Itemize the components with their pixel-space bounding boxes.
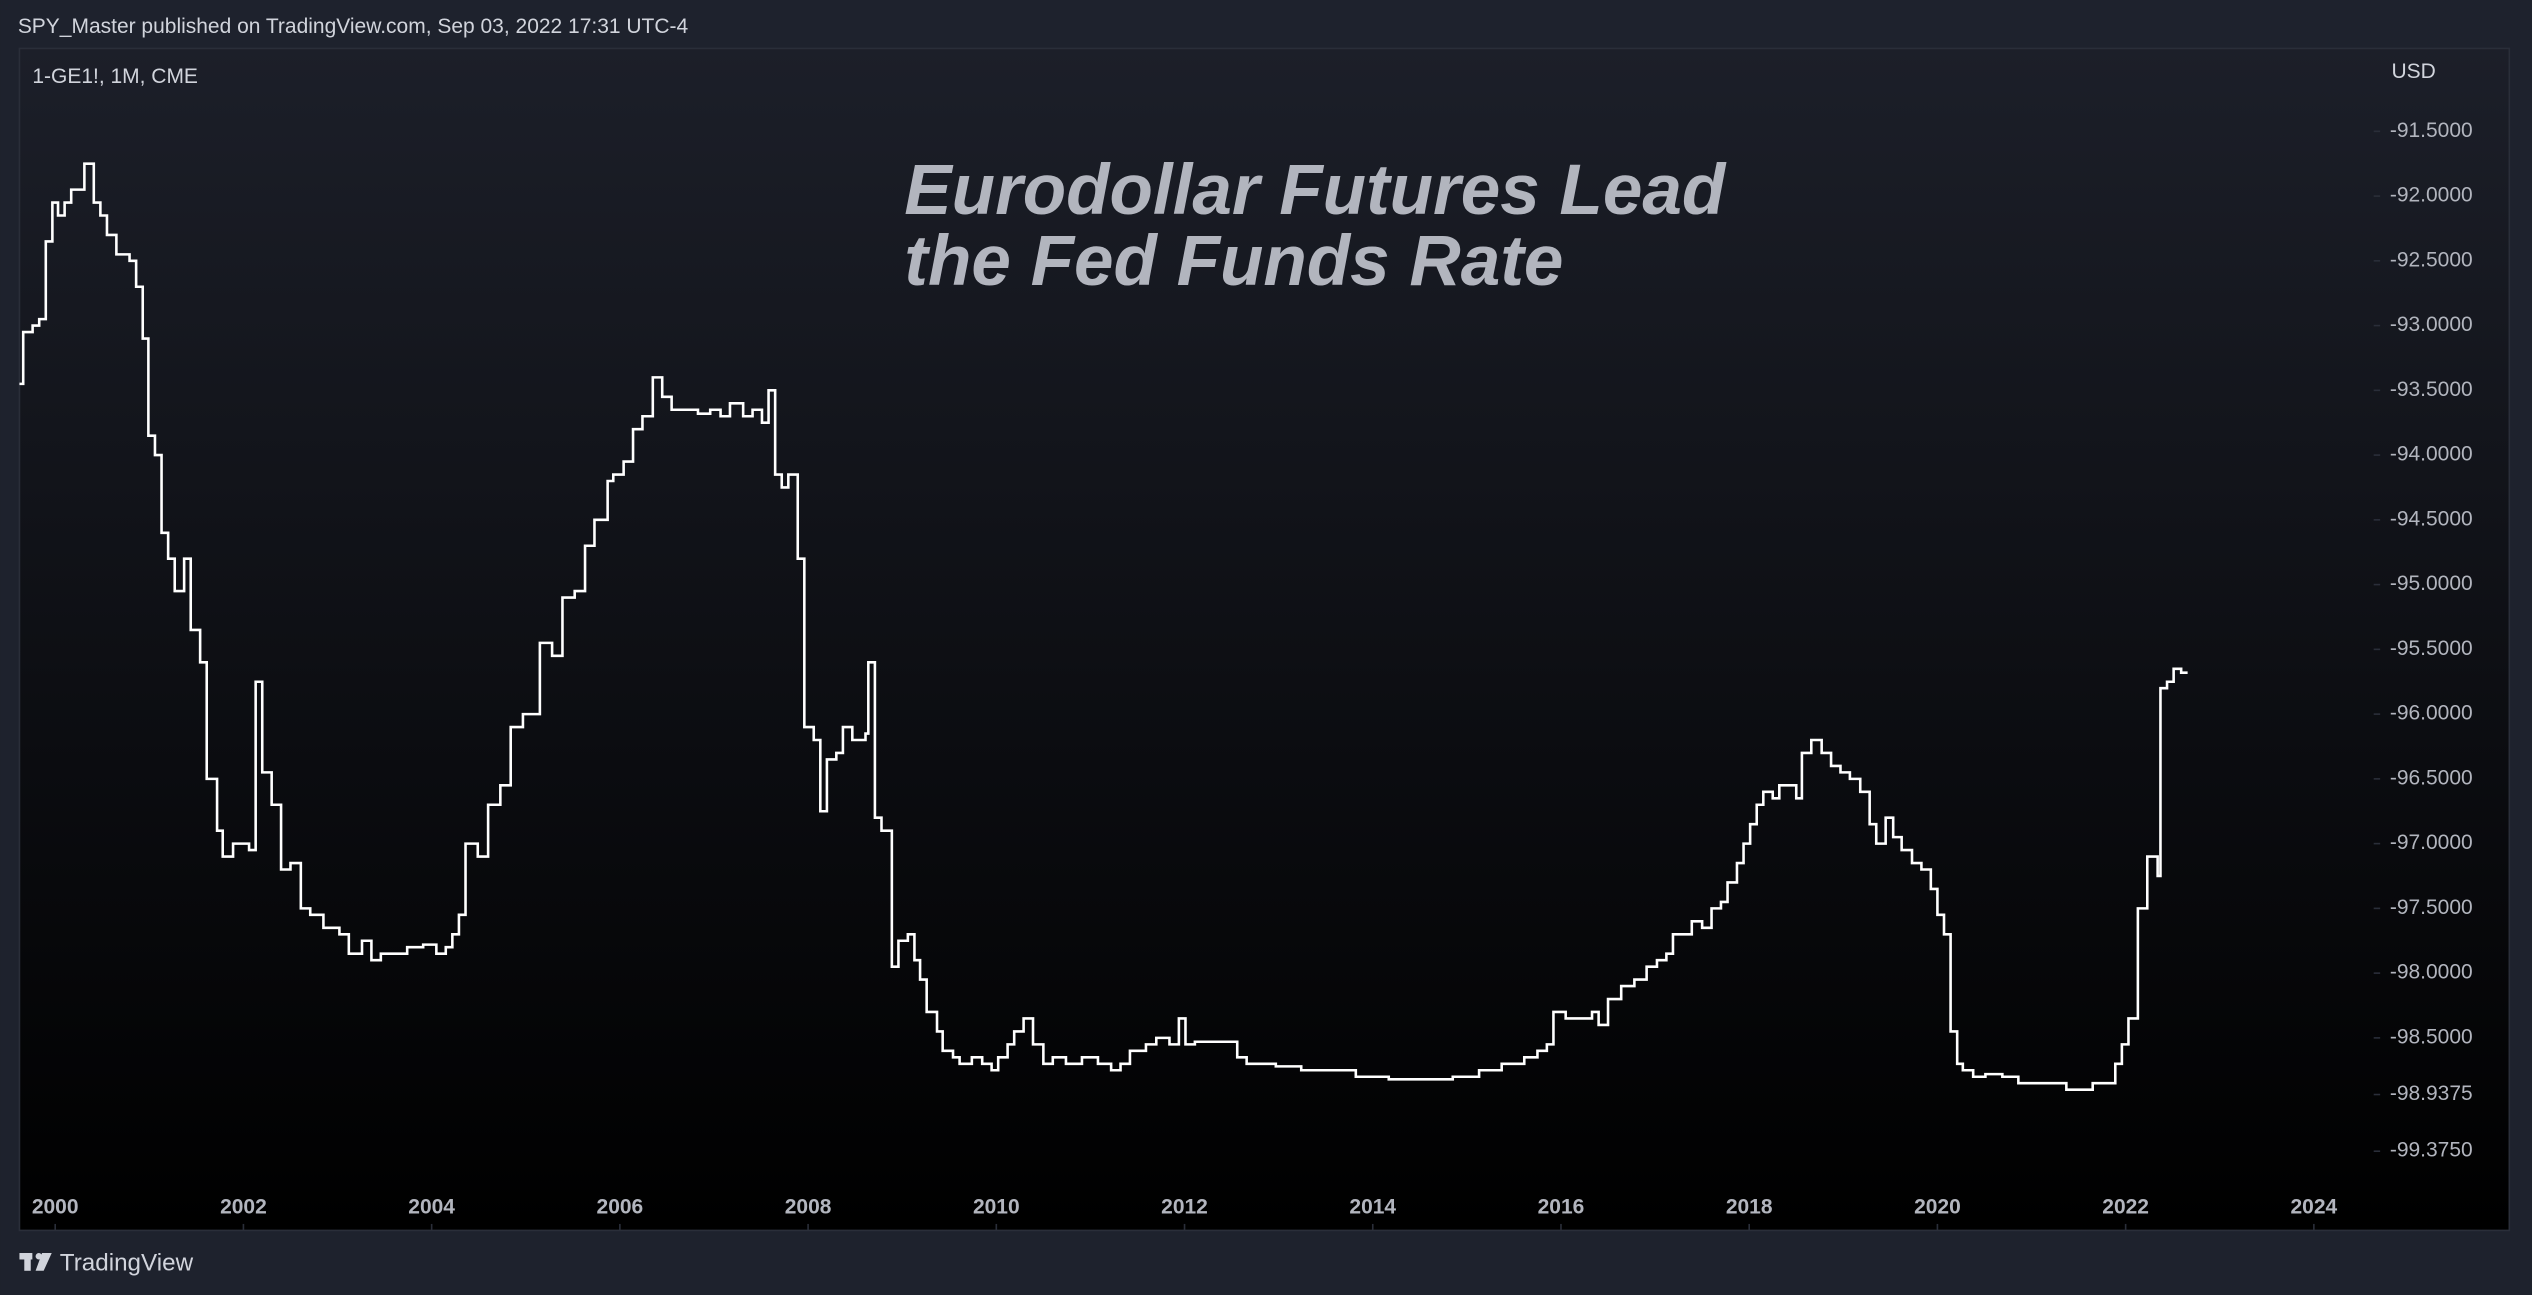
chart-title: Eurodollar Futures Lead	[904, 151, 1727, 230]
x-tick-label: 2000	[32, 1195, 79, 1218]
y-tick-label: -92.5000	[2390, 248, 2473, 271]
chart-title: the Fed Funds Rate	[904, 222, 1563, 301]
x-tick-label: 2014	[1349, 1195, 1396, 1218]
x-tick-label: 2004	[408, 1195, 455, 1218]
y-tick-label: -93.5000	[2390, 378, 2473, 401]
plot-area	[18, 47, 2511, 1232]
x-tick-label: 2024	[2291, 1195, 2338, 1218]
y-tick-label: -91.5000	[2390, 119, 2473, 142]
x-tick-label: 2012	[1161, 1195, 1208, 1218]
x-tick-label: 2002	[220, 1195, 267, 1218]
y-tick-label: -95.0000	[2390, 572, 2473, 595]
y-tick-label: -95.5000	[2390, 637, 2473, 660]
y-tick-label: -97.0000	[2390, 831, 2473, 854]
y-tick-label: -94.0000	[2390, 443, 2473, 466]
currency: USD	[2391, 60, 2435, 83]
y-tick-label: -94.5000	[2390, 507, 2473, 530]
x-tick-label: 2010	[973, 1195, 1020, 1218]
y-tick-label: -96.5000	[2390, 766, 2473, 789]
logo	[19, 1253, 52, 1271]
y-tick-label: -98.0000	[2390, 961, 2473, 984]
y-tick-label: -92.0000	[2390, 184, 2473, 207]
y-tick-label: -97.5000	[2390, 896, 2473, 919]
y-tick-label: -93.0000	[2390, 313, 2473, 336]
header: SPY_Master published on TradingView.com,…	[18, 15, 689, 38]
y-tick-label: -96.0000	[2390, 702, 2473, 725]
x-tick-label: 2022	[2102, 1195, 2149, 1218]
y-tick-label: -98.5000	[2390, 1025, 2473, 1048]
price-line	[19, 162, 2188, 1091]
footer-brand: TradingView	[60, 1250, 194, 1277]
x-tick-label: 2006	[597, 1195, 644, 1218]
x-tick-label: 2018	[1726, 1195, 1773, 1218]
y-tick-label: -99.3750	[2390, 1139, 2473, 1162]
symbol: 1-GE1!, 1M, CME	[32, 65, 198, 88]
x-tick-label: 2008	[785, 1195, 832, 1218]
x-tick-label: 2016	[1538, 1195, 1585, 1218]
y-tick-label: -98.9375	[2390, 1082, 2473, 1105]
x-tick-label: 2020	[1914, 1195, 1961, 1218]
